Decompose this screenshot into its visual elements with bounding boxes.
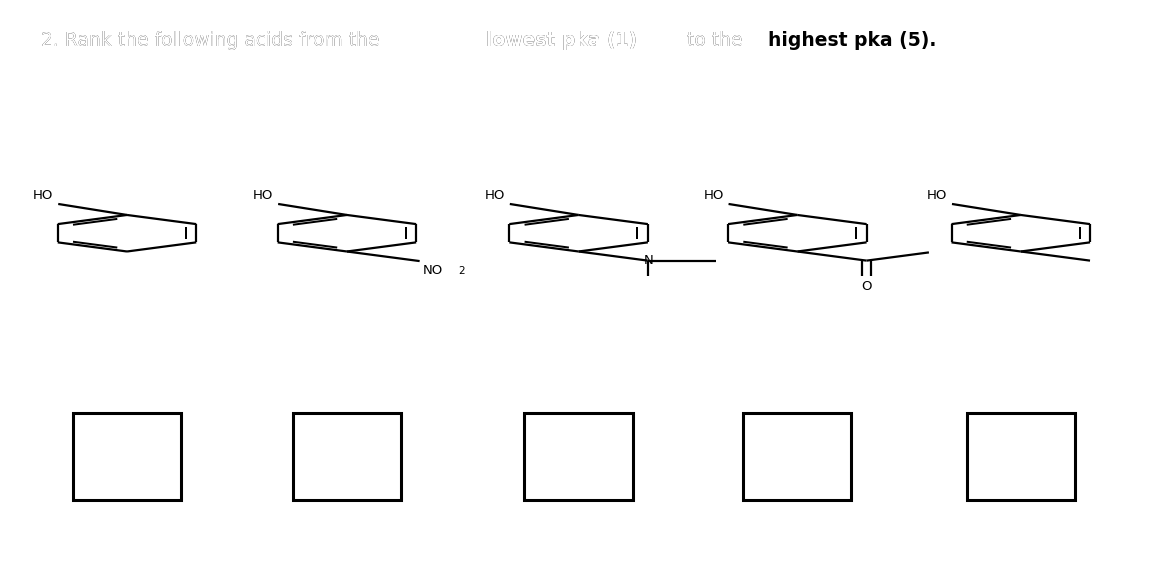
Bar [293, 413, 401, 500]
Bar [524, 413, 633, 500]
Text: HO: HO [485, 189, 506, 202]
Text: to the: to the [681, 31, 748, 50]
Text: HO: HO [253, 189, 274, 202]
Text: 2. Rank the following acids from the: 2. Rank the following acids from the [41, 31, 386, 50]
Text: HO: HO [33, 189, 54, 202]
Text: lowest pka (1): lowest pka (1) [486, 31, 636, 50]
Text: HO: HO [927, 189, 948, 202]
Text: highest pka (5).: highest pka (5). [768, 31, 936, 50]
Text: O: O [861, 280, 871, 293]
Text: HO: HO [703, 189, 724, 202]
Text: N: N [644, 253, 654, 266]
Bar [967, 413, 1075, 500]
Text: NO: NO [423, 264, 443, 277]
Bar [73, 413, 181, 500]
Text: to the: to the [681, 31, 748, 50]
Text: 2: 2 [459, 266, 465, 276]
Bar [743, 413, 851, 500]
Text: lowest pka (1): lowest pka (1) [486, 31, 636, 50]
Text: 2. Rank the following acids from the: 2. Rank the following acids from the [41, 31, 386, 50]
